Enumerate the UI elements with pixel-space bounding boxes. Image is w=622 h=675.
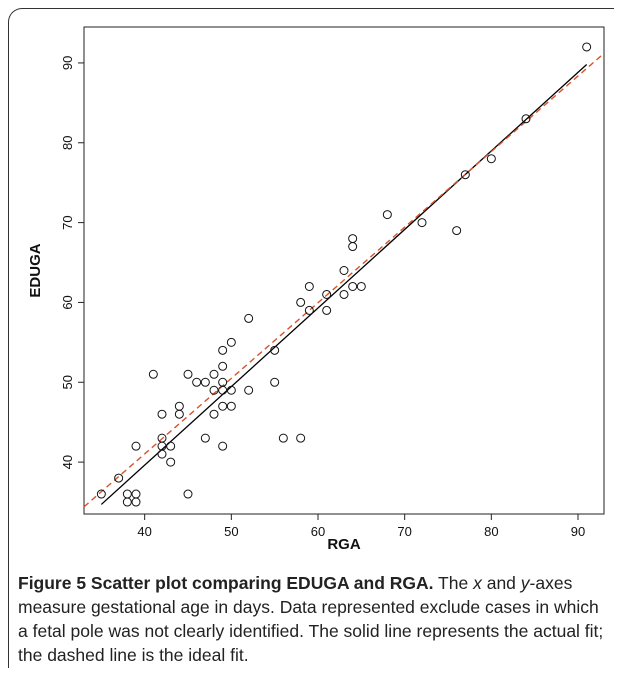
data-point <box>226 337 236 347</box>
fit-lines <box>83 52 605 508</box>
data-point <box>296 297 306 307</box>
data-point <box>460 170 470 180</box>
caption-x-italic: x <box>473 573 482 593</box>
data-point <box>270 345 280 355</box>
x-tick-label: 60 <box>311 524 325 539</box>
data-point <box>417 218 427 228</box>
data-point <box>278 433 288 443</box>
data-point <box>270 377 280 387</box>
y-tick-label: 80 <box>60 136 75 150</box>
data-point <box>218 441 228 451</box>
data-point <box>174 401 184 411</box>
data-point <box>244 313 254 323</box>
plot-area-border <box>83 26 605 515</box>
data-point <box>200 377 210 387</box>
data-point <box>218 345 228 355</box>
data-point <box>226 385 236 395</box>
data-point <box>200 433 210 443</box>
y-tick-label: 90 <box>60 56 75 70</box>
data-point <box>131 489 141 499</box>
data-point <box>304 281 314 291</box>
data-point <box>122 497 132 507</box>
data-point <box>521 114 531 124</box>
data-point <box>304 305 314 315</box>
data-point <box>192 377 202 387</box>
data-point <box>348 242 358 252</box>
x-tick-label: 80 <box>484 524 498 539</box>
ideal-fit-line <box>83 52 605 508</box>
caption-y-italic: y <box>520 573 530 593</box>
data-point <box>322 305 332 315</box>
y-tick-label: 70 <box>60 215 75 229</box>
data-point <box>157 449 167 459</box>
data-point <box>114 473 124 483</box>
caption-label: Figure 5 Scatter plot comparing EDUGA an… <box>18 573 434 593</box>
data-point <box>174 409 184 419</box>
scatter-plot: 40 50 60 70 80 90 40 50 60 70 80 90 RGA EDUGA <box>27 26 605 553</box>
data-point <box>339 289 349 299</box>
y-axis-label: EDUGA <box>27 243 44 297</box>
data-point <box>348 234 358 244</box>
caption-text-3: -axes measure gestational age in days. D… <box>18 573 604 665</box>
data-point <box>183 369 193 379</box>
figure-caption: Figure 5 Scatter plot comparing EDUGA an… <box>18 571 608 667</box>
y-tick-label: 40 <box>60 455 75 469</box>
data-point <box>183 489 193 499</box>
data-point <box>218 361 228 371</box>
actual-fit-line <box>100 64 588 505</box>
data-point <box>322 289 332 299</box>
figure-frame <box>8 8 614 668</box>
data-point <box>244 385 254 395</box>
y-axis: 40 50 60 70 80 90 <box>60 56 84 469</box>
data-point <box>452 226 462 236</box>
data-point <box>166 457 176 467</box>
data-point <box>209 385 219 395</box>
x-tick-label: 70 <box>397 524 411 539</box>
data-point <box>157 409 167 419</box>
data-point <box>131 441 141 451</box>
x-tick-label: 50 <box>224 524 238 539</box>
data-point <box>122 489 132 499</box>
data-point <box>218 385 228 395</box>
data-point <box>339 266 349 275</box>
data-points <box>96 42 592 507</box>
data-point <box>296 433 306 443</box>
data-point <box>348 281 358 291</box>
x-tick-label: 90 <box>571 524 585 539</box>
data-point <box>166 441 176 451</box>
data-point <box>486 154 496 164</box>
caption-text-2: and <box>481 573 521 593</box>
data-point <box>96 489 106 499</box>
data-point <box>218 401 228 411</box>
data-point <box>209 409 219 419</box>
y-tick-label: 60 <box>60 295 75 309</box>
x-axis-label: RGA <box>327 536 361 553</box>
data-point <box>582 42 592 52</box>
data-point <box>131 497 141 507</box>
y-tick-label: 50 <box>60 375 75 389</box>
data-point <box>148 369 158 379</box>
data-point <box>356 281 366 291</box>
data-point <box>226 401 236 411</box>
x-axis: 40 50 60 70 80 90 <box>137 514 585 539</box>
caption-text-1: The <box>433 573 474 593</box>
data-point <box>382 210 392 220</box>
x-tick-label: 40 <box>137 524 151 539</box>
data-point <box>209 369 219 379</box>
